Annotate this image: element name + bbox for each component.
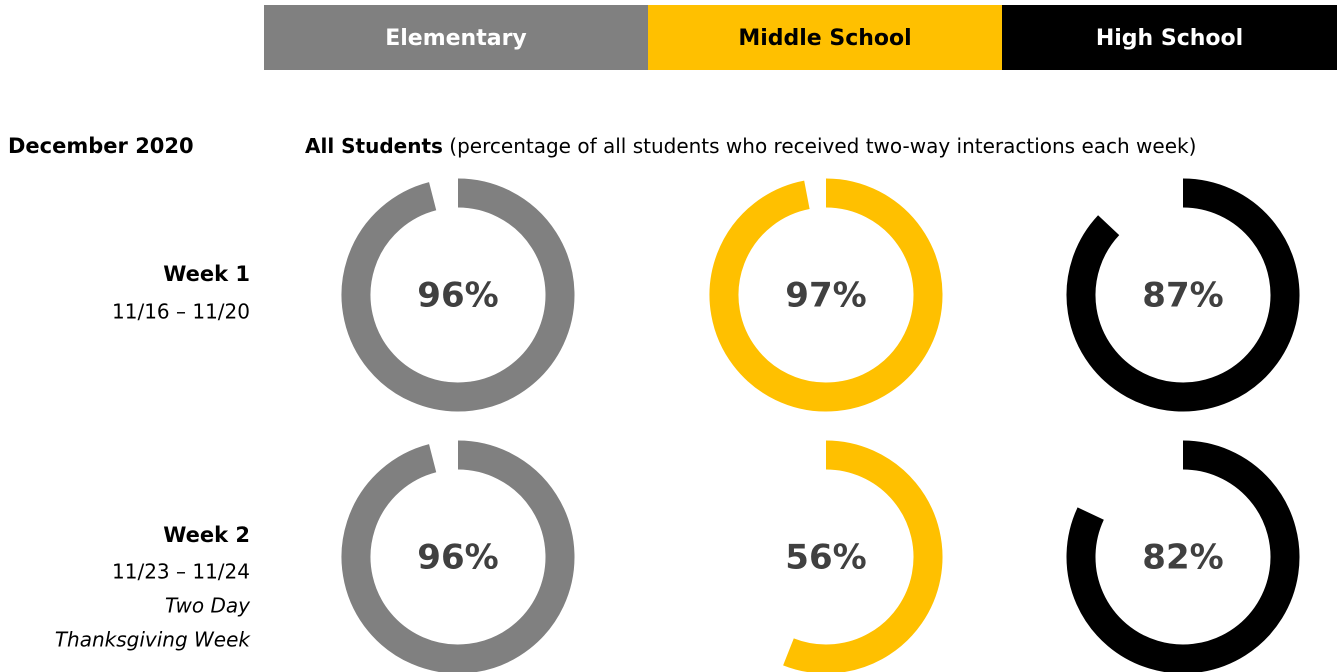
column-header-label: Middle School: [738, 26, 911, 51]
donut-arc: [1066, 178, 1300, 412]
donut-arc: [1066, 440, 1300, 672]
subtitle: All Students (percentage of all students…: [305, 134, 1196, 158]
column-header-label: High School: [1096, 26, 1243, 51]
column-header: [1002, 5, 1337, 70]
subtitle-bold: All Students: [305, 134, 443, 158]
donut-value-label: 96%: [417, 276, 498, 316]
donut-value-label: 96%: [417, 538, 498, 578]
donut-value-label: 82%: [1142, 538, 1223, 578]
donut-arc: [709, 178, 943, 412]
week-detail: 11/16 – 11/20: [112, 300, 250, 324]
donut-value-label: 97%: [785, 276, 866, 316]
subtitle-rest: (percentage of all students who received…: [443, 134, 1196, 158]
week-detail: Two Day: [165, 594, 251, 618]
week-detail: Thanksgiving Week: [55, 628, 252, 652]
period-label: December 2020: [8, 134, 194, 158]
donut-value-label: 56%: [785, 538, 866, 578]
column-header-label: Elementary: [385, 26, 527, 51]
week-label: Week 1: [163, 262, 250, 286]
donut-value-label: 87%: [1142, 276, 1223, 316]
week-label: Week 2: [163, 523, 250, 547]
column-header: [264, 5, 648, 70]
donut-arc: [341, 178, 575, 412]
column-header: [648, 5, 1002, 70]
donut-arc: [341, 440, 575, 672]
week-detail: 11/23 – 11/24: [112, 560, 250, 584]
donut-arc: [783, 440, 943, 672]
